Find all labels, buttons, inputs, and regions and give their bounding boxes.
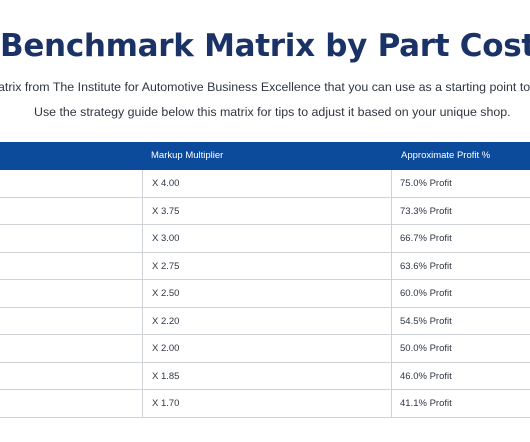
column-divider xyxy=(391,252,392,279)
table-body: X 4.00 75.0% Profit X 3.75 73.3% Profit X 3.… xyxy=(0,170,530,418)
column-divider xyxy=(142,280,143,307)
multiplier-cell: X 3.00 xyxy=(152,233,180,244)
multiplier-cell: X 2.50 xyxy=(152,288,180,299)
multiplier-cell: X 4.00 xyxy=(152,178,180,189)
header-approximate-profit: Approximate Profit % xyxy=(401,150,491,161)
multiplier-cell: X 1.85 xyxy=(152,370,180,382)
part-cost-cell xyxy=(0,280,142,307)
column-divider xyxy=(391,307,392,334)
column-divider xyxy=(142,390,143,417)
table-row: X 3.00 66.7% Profit xyxy=(0,225,530,253)
intro-text-line-1: atrix from The Institute for Automotive … xyxy=(0,80,530,95)
intro-text-line-2: Use the strategy guide below this matrix… xyxy=(34,105,511,120)
part-cost-cell xyxy=(0,225,142,252)
column-divider xyxy=(142,170,143,197)
profit-cell: 41.1% Profit xyxy=(400,398,452,409)
table-row: X 1.85 46.0% Profit xyxy=(0,362,530,390)
column-divider xyxy=(142,362,143,389)
part-cost-cell xyxy=(0,335,142,362)
column-divider xyxy=(391,170,392,197)
part-cost-cell xyxy=(0,390,142,417)
column-divider xyxy=(391,335,392,362)
column-divider xyxy=(391,280,392,307)
part-cost-cell xyxy=(0,308,142,335)
table-row: X 2.50 60.0% Profit xyxy=(0,280,530,308)
markup-matrix-table: Markup Multiplier Approximate Profit % X… xyxy=(0,142,530,418)
column-divider xyxy=(142,335,143,362)
column-divider xyxy=(142,307,143,334)
part-cost-cell xyxy=(0,170,142,197)
table-header: Markup Multiplier Approximate Profit % xyxy=(0,142,530,170)
profit-cell: 63.6% Profit xyxy=(400,260,452,272)
multiplier-cell: X 2.75 xyxy=(152,260,180,272)
table-row: X 2.00 50.0% Profit xyxy=(0,335,530,363)
column-divider xyxy=(142,225,143,252)
table-row: X 3.75 73.3% Profit xyxy=(0,197,530,225)
table-row: X 4.00 75.0% Profit xyxy=(0,170,530,198)
table-row: X 2.75 63.6% Profit xyxy=(0,252,530,280)
column-divider xyxy=(142,197,143,224)
part-cost-cell xyxy=(0,198,142,225)
page-title: Benchmark Matrix by Part Cost xyxy=(0,27,530,64)
table-row: X 2.20 54.5% Profit xyxy=(0,307,530,335)
multiplier-cell: X 3.75 xyxy=(152,205,180,217)
column-divider xyxy=(391,390,392,417)
profit-cell: 46.0% Profit xyxy=(400,370,452,382)
profit-cell: 50.0% Profit xyxy=(400,343,452,354)
column-divider xyxy=(391,362,392,389)
table-row: X 1.70 41.1% Profit xyxy=(0,390,530,418)
part-cost-cell xyxy=(0,363,142,390)
column-divider xyxy=(391,197,392,224)
profit-cell: 75.0% Profit xyxy=(400,178,452,189)
part-cost-cell xyxy=(0,253,142,280)
multiplier-cell: X 2.20 xyxy=(152,315,180,327)
profit-cell: 54.5% Profit xyxy=(400,315,452,327)
profit-cell: 60.0% Profit xyxy=(400,288,452,299)
profit-cell: 73.3% Profit xyxy=(400,205,452,217)
header-markup-multiplier: Markup Multiplier xyxy=(151,150,224,161)
multiplier-cell: X 1.70 xyxy=(152,398,180,409)
multiplier-cell: X 2.00 xyxy=(152,343,180,354)
profit-cell: 66.7% Profit xyxy=(400,233,452,244)
column-divider xyxy=(391,225,392,252)
column-divider xyxy=(142,252,143,279)
